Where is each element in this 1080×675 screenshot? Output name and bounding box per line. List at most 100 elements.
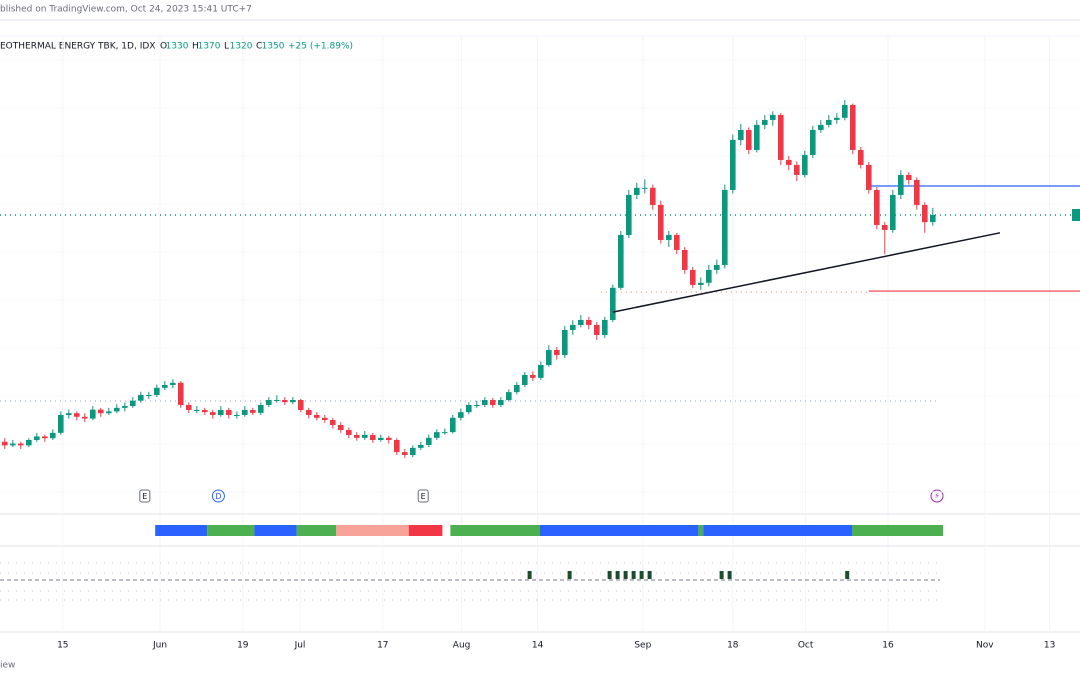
candle-body xyxy=(234,414,240,416)
candle-body xyxy=(130,400,136,407)
candle-body xyxy=(658,204,664,240)
candle-body xyxy=(498,399,504,405)
candle-body xyxy=(194,409,200,411)
candle-body xyxy=(722,189,728,265)
x-tick-label: 17 xyxy=(377,641,388,651)
legend-item: H xyxy=(192,42,199,52)
candle-body xyxy=(42,436,48,439)
candle-body xyxy=(226,409,232,415)
candle-body xyxy=(106,411,112,414)
candle-body xyxy=(250,409,256,413)
candle-body xyxy=(546,349,552,365)
regime-segment xyxy=(703,525,852,536)
x-tick-label: 15 xyxy=(57,641,68,651)
x-tick-label: Oct xyxy=(798,641,814,651)
candle-body xyxy=(458,412,464,418)
signal-bar xyxy=(727,571,732,579)
candle-body xyxy=(34,436,40,440)
candle-body xyxy=(602,319,608,335)
candle-body xyxy=(434,432,440,438)
candle-body xyxy=(618,234,624,288)
candle-body xyxy=(730,139,736,190)
candle-body xyxy=(522,374,528,385)
candle-body xyxy=(642,187,648,189)
candle-body xyxy=(290,399,296,403)
candle-body xyxy=(314,414,320,418)
candle-body xyxy=(690,269,696,285)
candle-body xyxy=(770,114,776,120)
candle-body xyxy=(914,179,920,205)
candle-body xyxy=(66,413,72,415)
legend-item: O xyxy=(160,42,167,52)
signal-bar xyxy=(623,571,628,579)
candle-body xyxy=(450,417,456,433)
candle-body xyxy=(634,187,640,195)
legend-item: 1350 xyxy=(262,42,285,52)
trend-line xyxy=(612,232,1001,313)
candle-body xyxy=(906,174,912,180)
candle-body xyxy=(666,234,672,240)
event-marker xyxy=(417,489,429,503)
candle-body xyxy=(186,404,192,410)
candle-body xyxy=(402,452,408,455)
event-label: E xyxy=(142,492,147,501)
candle-body xyxy=(706,269,712,283)
regime-segment xyxy=(540,525,699,536)
candle-body xyxy=(122,406,128,408)
candle-body xyxy=(786,159,792,165)
candle-body xyxy=(610,287,616,320)
candle-body xyxy=(490,399,496,405)
candle-body xyxy=(834,117,840,120)
legend-item: C xyxy=(256,42,262,52)
candle-body xyxy=(2,441,8,446)
candle-body xyxy=(578,319,584,325)
candle-body xyxy=(866,164,872,190)
candle-body xyxy=(674,234,680,250)
event-label: E xyxy=(421,492,426,501)
event-marker xyxy=(211,489,225,503)
candle-body xyxy=(842,104,848,118)
candle-body xyxy=(890,194,896,230)
chart-title: EOTHERMAL ENERGY TBK, 1D, IDX xyxy=(0,42,155,52)
candle-body xyxy=(218,409,224,415)
candle-body xyxy=(346,429,352,435)
candle-body xyxy=(370,434,376,440)
candle-body xyxy=(418,444,424,448)
regime-segment xyxy=(852,525,944,536)
event-marker xyxy=(139,489,151,503)
candle-body xyxy=(154,387,160,395)
candle-body xyxy=(826,119,832,125)
candle-body xyxy=(466,404,472,413)
candle-body xyxy=(698,282,704,285)
candle-body xyxy=(746,129,752,150)
candle-body xyxy=(74,413,80,417)
candle-body xyxy=(898,174,904,195)
candle-body xyxy=(10,443,16,446)
candle-body xyxy=(274,399,280,401)
x-tick-label: 16 xyxy=(882,641,894,651)
alert-icon: ⚡ xyxy=(934,492,940,501)
candle-body xyxy=(362,434,368,438)
signal-bar xyxy=(615,571,620,579)
signal-bar xyxy=(631,571,636,579)
signal-bar xyxy=(607,571,612,579)
event-label: D xyxy=(215,492,221,501)
signal-bar xyxy=(647,571,652,579)
candle-body xyxy=(682,249,688,270)
legend-item: +25 (+1.89%) xyxy=(288,42,353,52)
x-tick-label: 19 xyxy=(237,641,249,651)
candle-body xyxy=(922,204,928,223)
candle-body xyxy=(554,349,560,355)
candle-body xyxy=(626,194,632,235)
candle-body xyxy=(514,384,520,393)
candle-body xyxy=(202,409,208,413)
candle-body xyxy=(282,399,288,403)
signal-bar xyxy=(845,571,850,579)
candle-body xyxy=(58,414,64,433)
candle-body xyxy=(818,124,824,130)
x-tick-label: Jul xyxy=(294,641,306,651)
candle-body xyxy=(298,399,304,410)
candle-body xyxy=(330,419,336,425)
candle-body xyxy=(714,264,720,270)
candle-body xyxy=(90,409,96,419)
